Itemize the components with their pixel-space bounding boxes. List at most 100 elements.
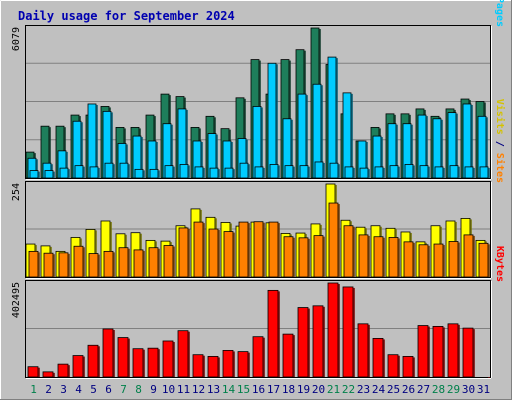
bar-files xyxy=(327,56,338,179)
bar-sites xyxy=(223,231,235,278)
x-tick-label: 29 xyxy=(447,383,460,396)
bar-kbytes xyxy=(177,330,190,378)
bar-pages xyxy=(374,166,385,179)
x-tick-label: 16 xyxy=(252,383,265,396)
bar-pages-body xyxy=(359,167,369,179)
bar-pages xyxy=(254,166,265,179)
bar-sites-body xyxy=(328,202,339,278)
bar-pages xyxy=(434,166,445,179)
chart-panels: 6079 Hits / Files / Pages 254 Visits / Site… xyxy=(11,0,506,379)
bar-sites xyxy=(208,228,220,278)
bar-sites xyxy=(358,234,370,278)
bar-kbytes-body xyxy=(357,323,369,378)
bar-sites-body xyxy=(268,221,279,278)
bar-pages xyxy=(59,167,70,179)
bar-kbytes xyxy=(162,340,175,378)
bar-kbytes-body xyxy=(252,336,264,378)
bar-pages xyxy=(89,166,100,179)
bar-sites xyxy=(73,245,85,278)
bar-pages xyxy=(149,168,160,179)
bar-kbytes xyxy=(192,354,205,378)
bar-sites xyxy=(163,245,175,278)
panel-usage-axis-label-part: Pages xyxy=(494,0,505,27)
panel-kbytes-max-label: 402495 xyxy=(11,282,22,318)
x-tick-label: 21 xyxy=(327,383,340,396)
bar-kbytes-body xyxy=(432,325,444,378)
bar-sites xyxy=(403,241,415,278)
x-tick-label: 14 xyxy=(222,383,236,396)
bar-kbytes-body xyxy=(342,286,354,378)
bar-kbytes-body xyxy=(402,356,414,378)
bar-pages-body xyxy=(44,170,54,179)
bar-kbytes xyxy=(72,355,85,378)
bar-kbytes xyxy=(297,307,310,378)
bar-sites-body xyxy=(238,221,249,278)
bar-kbytes-body xyxy=(87,344,99,378)
bar-files xyxy=(342,92,353,179)
bar-sites-body xyxy=(448,241,459,278)
series-pages xyxy=(29,161,490,179)
bar-kbytes-body xyxy=(177,330,189,378)
bar-sites xyxy=(433,243,445,278)
bar-pages xyxy=(239,162,250,179)
x-tick-label: 1 xyxy=(30,383,37,396)
bar-sites xyxy=(343,225,355,278)
bar-kbytes-body xyxy=(222,350,234,378)
bar-kbytes-body xyxy=(312,305,324,378)
bar-sites-body xyxy=(103,250,114,278)
bar-pages xyxy=(164,165,175,179)
bar-kbytes-body xyxy=(72,355,84,378)
bar-kbytes-body xyxy=(267,289,279,378)
bar-kbytes xyxy=(252,336,265,378)
panel-visits-max-label: 254 xyxy=(11,183,22,201)
bar-sites-body xyxy=(478,242,489,278)
bar-pages xyxy=(224,167,235,179)
panel-kbytes: 402495 KBytes xyxy=(11,246,505,379)
bar-kbytes xyxy=(42,371,55,378)
bar-kbytes xyxy=(357,323,370,378)
panel-usage: 6079 Hits / Files / Pages xyxy=(11,0,505,180)
bar-sites-body xyxy=(43,252,54,278)
bar-sites xyxy=(253,221,265,278)
bar-pages-body xyxy=(59,167,69,179)
bar-kbytes-body xyxy=(297,307,309,378)
x-tick-label: 20 xyxy=(312,383,325,396)
bar-kbytes xyxy=(387,354,400,378)
x-tick-label: 7 xyxy=(120,383,127,396)
bar-kbytes-body xyxy=(237,351,249,378)
bar-pages-body xyxy=(119,162,129,179)
bar-kbytes xyxy=(417,325,430,378)
bar-sites xyxy=(418,244,430,278)
panel-kbytes-axis-label: KBytes xyxy=(494,246,505,282)
bar-sites-body xyxy=(388,237,399,278)
bar-kbytes xyxy=(327,282,340,378)
bar-pages xyxy=(344,166,355,179)
bar-kbytes xyxy=(207,356,220,378)
x-tick-label: 23 xyxy=(357,383,370,396)
bar-files-body xyxy=(327,56,337,179)
bar-sites xyxy=(88,253,100,278)
bar-sites-body xyxy=(358,234,369,278)
bar-kbytes-body xyxy=(147,347,159,378)
panel-visits-axis-label: Visits / Sites xyxy=(494,99,506,183)
x-tick-label: 17 xyxy=(267,383,280,396)
bar-kbytes xyxy=(132,348,145,378)
bar-sites-body xyxy=(58,252,69,278)
bar-kbytes xyxy=(342,286,355,378)
bar-files-body xyxy=(267,62,277,179)
bar-pages-body xyxy=(374,166,384,179)
bar-pages xyxy=(284,165,295,179)
bar-sites-body xyxy=(403,241,414,278)
bar-kbytes xyxy=(222,350,235,378)
bar-pages-body xyxy=(164,165,174,179)
bar-sites xyxy=(463,234,475,278)
bar-sites xyxy=(28,250,40,278)
x-tick-label: 27 xyxy=(417,383,430,396)
bar-pages-body xyxy=(29,170,39,179)
x-tick-label: 13 xyxy=(207,383,220,396)
bar-pages-body xyxy=(74,165,84,179)
bar-pages-body xyxy=(149,168,159,179)
bar-pages xyxy=(194,166,205,179)
x-tick-label: 22 xyxy=(342,383,355,396)
bar-kbytes-body xyxy=(387,354,399,378)
